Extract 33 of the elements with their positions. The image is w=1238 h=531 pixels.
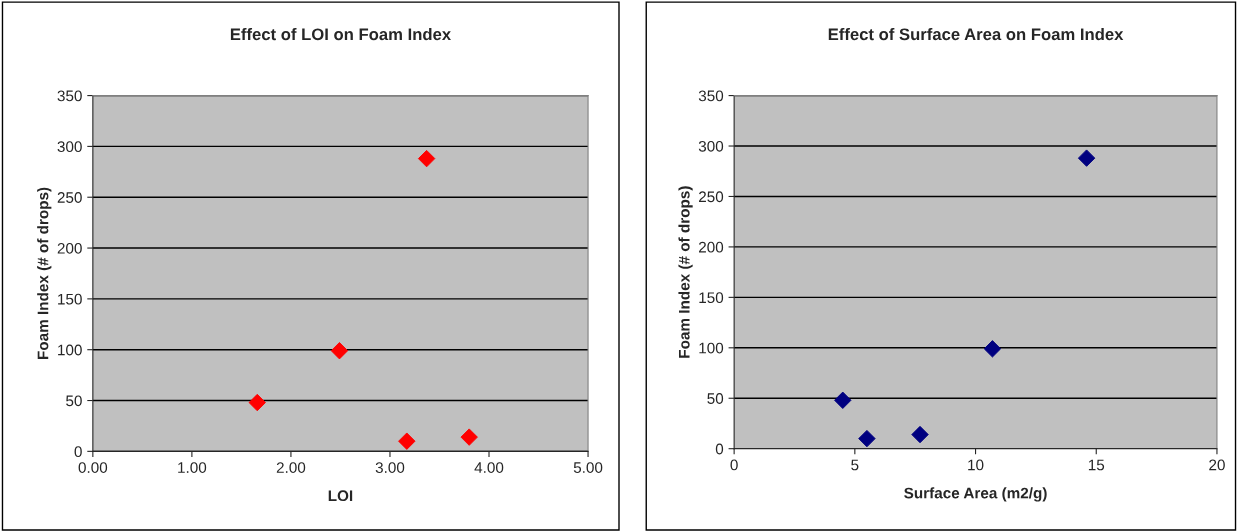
chart-title: Effect of Surface Area on Foam Index <box>828 27 1124 41</box>
y-axis-title: Foam Index (# of drops) <box>37 187 52 360</box>
y-tick-label: 100 <box>58 344 82 356</box>
x-tick-label: 1.00 <box>178 462 207 473</box>
x-tick-label: 0 <box>730 459 738 471</box>
y-tick-label: 250 <box>57 192 82 203</box>
x-tick-label: 5.00 <box>573 462 603 473</box>
x-tick-label: 15 <box>1088 459 1105 471</box>
y-tick-label: 350 <box>698 90 724 102</box>
y-tick-label: 300 <box>698 140 724 152</box>
y-tick-label: 350 <box>57 90 82 102</box>
y-tick-label: 150 <box>699 292 724 304</box>
y-axis-title: Foam Index (# of drops) <box>678 186 693 358</box>
x-tick-label: 3.00 <box>375 462 405 473</box>
chart-title: Effect of LOI on Foam Index <box>230 27 451 41</box>
x-tick-label: 0.00 <box>78 462 108 473</box>
y-tick-label: 100 <box>699 342 724 354</box>
y-tick-label: 0 <box>715 443 724 455</box>
y-tick-label: 0 <box>74 446 82 458</box>
y-tick-label: 50 <box>66 395 82 407</box>
y-tick-label: 150 <box>58 293 82 305</box>
y-tick-label: 250 <box>699 191 724 203</box>
x-tick-label: 4.00 <box>474 462 504 473</box>
y-tick-label: 200 <box>57 242 82 254</box>
y-tick-label: 50 <box>707 393 724 404</box>
y-tick-label: 300 <box>57 141 82 153</box>
x-tick-label: 2.00 <box>276 462 306 473</box>
x-tick-label: 10 <box>968 459 984 471</box>
x-axis-title: Surface Area (m2/g) <box>904 487 1047 502</box>
x-axis-title: LOI <box>328 490 353 502</box>
x-tick-label: 5 <box>851 459 859 471</box>
y-tick-label: 200 <box>699 241 724 253</box>
x-tick-label: 20 <box>1209 459 1225 471</box>
